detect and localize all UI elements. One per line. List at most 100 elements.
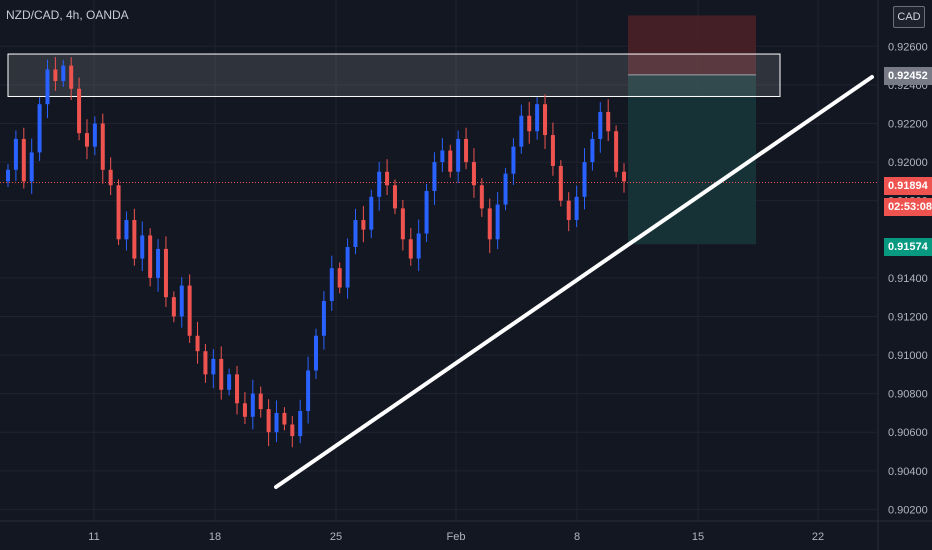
candle-body [424, 191, 429, 234]
candle-body [227, 374, 232, 390]
resistance-zone [7, 53, 781, 97]
x-tick-label: 22 [812, 531, 824, 543]
countdown-tag: 02:53:08 [884, 198, 932, 216]
candle-body [432, 162, 437, 192]
y-tick-label: 0.92000 [888, 157, 928, 169]
candle-body [550, 135, 555, 166]
candle-body [321, 301, 326, 336]
candle-body [416, 233, 421, 259]
candle-body [258, 393, 263, 410]
x-tick-label: 11 [88, 531, 99, 543]
y-tick-label: 0.90600 [888, 427, 928, 439]
candle-body [471, 162, 476, 186]
current-price-tag: 0.91894 [884, 177, 932, 195]
x-tick-label: Feb [447, 531, 466, 543]
candle-body [45, 69, 50, 105]
take-profit-zone [628, 74, 756, 245]
y-tick-label: 0.92600 [888, 41, 928, 53]
candle-body [69, 65, 74, 89]
y-tick-label: 0.90400 [888, 466, 928, 478]
ascending-trendline [274, 75, 874, 489]
y-tick-label: 0.90200 [888, 504, 928, 516]
candle-body [582, 162, 587, 197]
x-tick-label: 8 [574, 531, 580, 543]
candle-body [61, 65, 66, 82]
candle-body [622, 171, 626, 182]
y-tick-label: 0.90800 [888, 389, 928, 401]
candle-body [171, 297, 176, 317]
candle-body [203, 351, 208, 375]
x-tick-label: 15 [692, 531, 704, 543]
candle-body [156, 248, 161, 278]
candle-body [448, 150, 453, 172]
candle-body [361, 219, 366, 230]
candle-body [108, 169, 113, 186]
candle-body [163, 248, 168, 298]
symbol-title: NZD/CAD, 4h, OANDA [6, 8, 129, 22]
candle-body [274, 412, 279, 433]
y-tick-label: 0.92200 [888, 118, 928, 130]
candle-body [400, 208, 405, 240]
candle-body [314, 335, 318, 371]
candle-body [124, 219, 129, 240]
candle-body [179, 285, 184, 317]
target-price-tag: 0.91574 [884, 238, 932, 256]
candle-body [566, 200, 571, 220]
candle-body [37, 104, 42, 153]
candle-body [369, 196, 374, 230]
candle-body [148, 235, 153, 278]
y-tick-label: 0.91000 [888, 350, 928, 362]
candle-body [6, 169, 10, 182]
candle-body [195, 335, 200, 352]
candle-body [132, 219, 137, 259]
candle-body [385, 171, 390, 186]
y-tick-label: 0.91400 [888, 273, 928, 285]
candle-body [543, 104, 548, 136]
candle-body [250, 393, 255, 417]
candle-body [392, 185, 397, 209]
candle-body [13, 138, 18, 170]
candle-body [140, 235, 145, 259]
candle-body [519, 115, 524, 147]
candle-body [242, 403, 247, 417]
candle-body [377, 171, 382, 197]
candle-body [92, 123, 97, 147]
candle-body [614, 131, 619, 172]
candle-body [456, 138, 461, 172]
candle-body [21, 138, 26, 182]
candle-body [53, 69, 58, 82]
candle-body [495, 204, 500, 240]
candle-body [408, 239, 413, 259]
candle-body [590, 138, 595, 163]
currency-badge[interactable]: CAD [893, 6, 925, 28]
candle-body [100, 123, 105, 170]
candle-body [329, 268, 334, 302]
candle-body [306, 370, 311, 412]
y-tick-label: 0.91200 [888, 311, 928, 323]
candle-body [337, 268, 342, 288]
candle-body [282, 412, 287, 425]
candle-body [440, 150, 445, 163]
candle-body [574, 196, 579, 220]
candle-body [219, 358, 224, 390]
resistance-price-tag: 0.92452 [884, 67, 932, 85]
candle-body [211, 358, 216, 375]
candle-body [345, 246, 350, 288]
candle-body [464, 138, 469, 163]
candle-body [535, 104, 540, 132]
candle-body [84, 133, 89, 147]
candle-body [290, 424, 295, 437]
candle-body [266, 409, 271, 433]
candle-body [77, 88, 82, 134]
candle-body [606, 111, 611, 132]
x-tick-label: 25 [330, 531, 342, 543]
candle-body [353, 219, 358, 247]
candle-body [558, 165, 563, 201]
candle-body [235, 374, 240, 404]
candle-body [298, 411, 303, 437]
x-tick-label: 18 [209, 531, 221, 543]
candle-body [479, 185, 484, 209]
candle-body [29, 152, 34, 182]
candle-body [116, 185, 121, 240]
